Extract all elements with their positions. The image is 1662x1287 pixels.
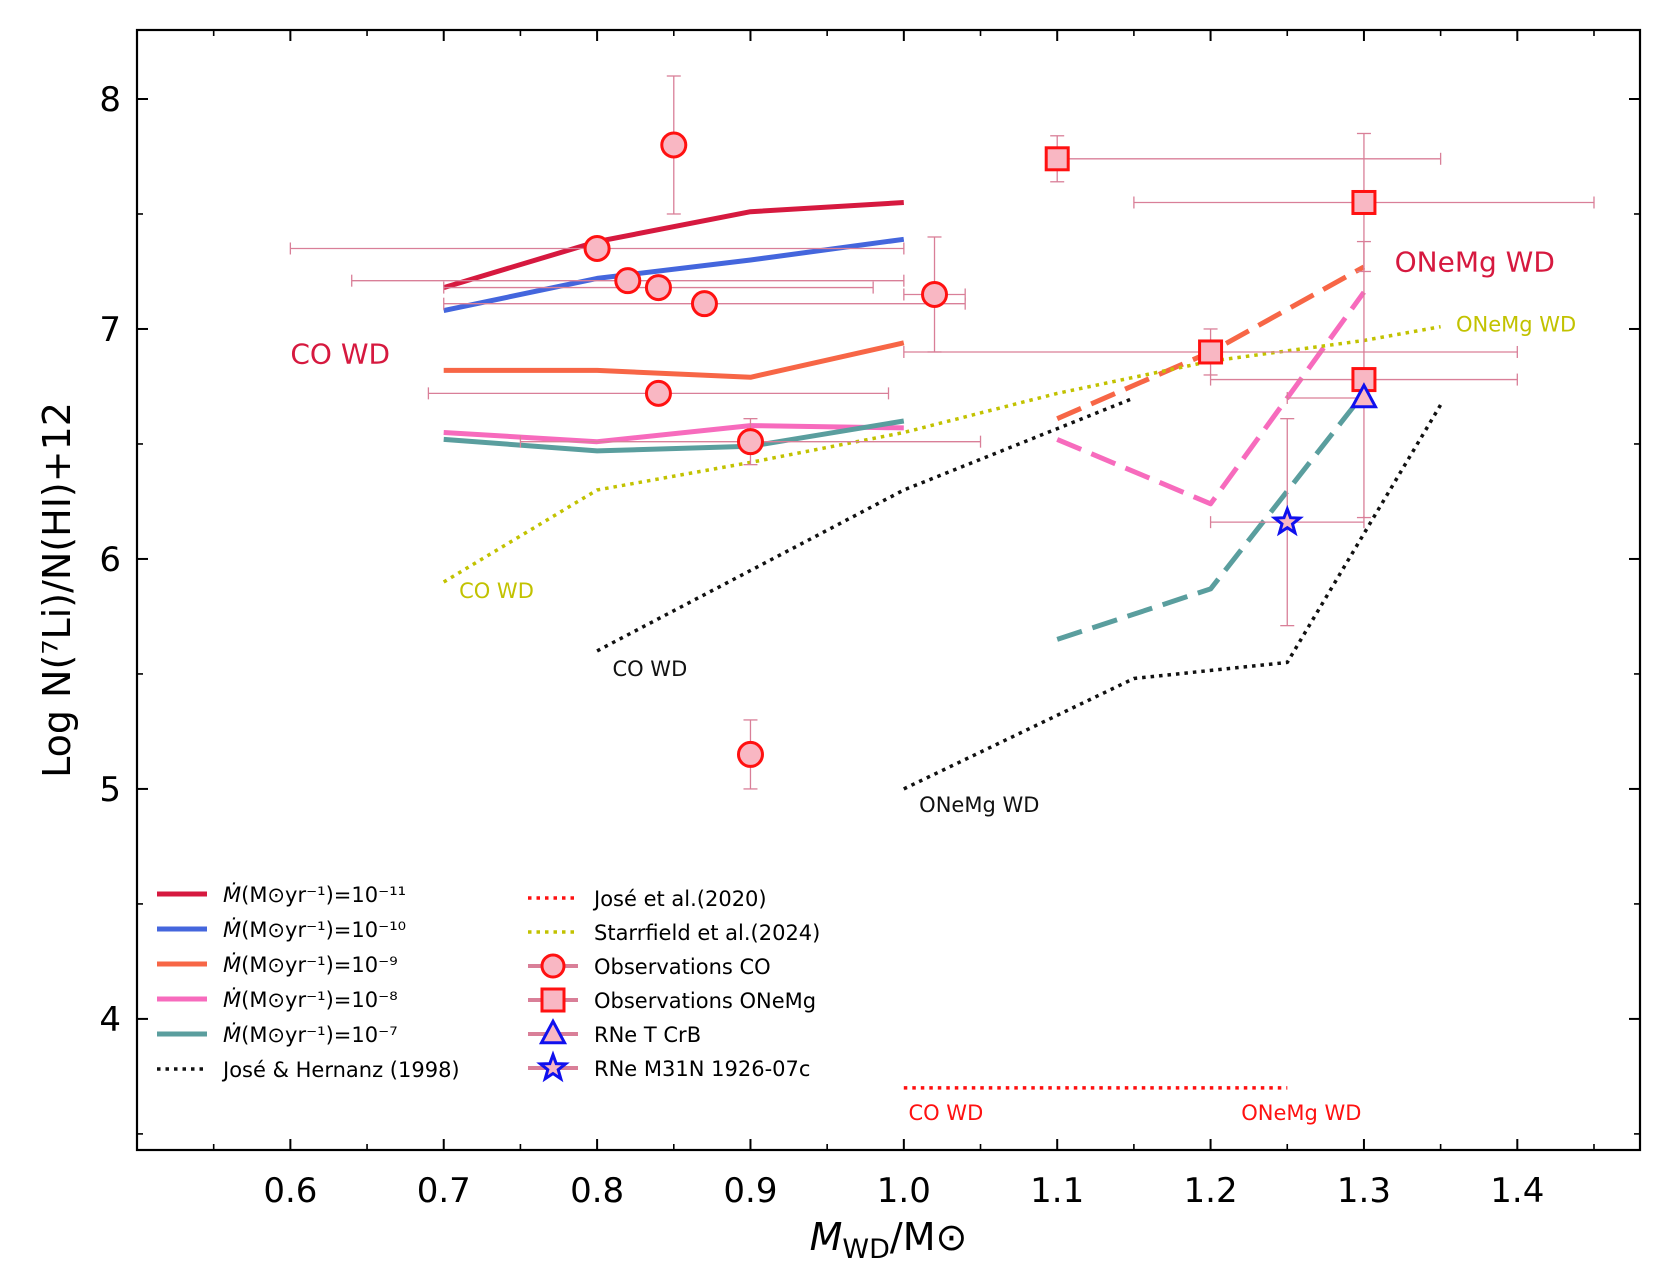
legend-label-right-5: RNe M31N 1926-07c <box>594 1057 810 1081</box>
xtick-label-1.1: 1.1 <box>1030 1171 1084 1211</box>
x-axis-label-tail: /M⊙ <box>890 1215 967 1259</box>
xtick-label-1.3: 1.3 <box>1337 1171 1391 1211</box>
observation-circle-8 <box>736 740 764 768</box>
annotation-0: CO WD <box>290 337 390 370</box>
legend-mdot-m10: Ṁ <box>223 917 241 942</box>
series-line-starrfield24 <box>442 324 1441 584</box>
legend-marker-square <box>540 987 566 1013</box>
series-line-m7_onemg <box>1056 391 1366 642</box>
observation-circle-3 <box>644 274 672 302</box>
legend-mdot-m9: Ṁ <box>223 952 241 977</box>
observation-triangle-13 <box>1349 382 1379 409</box>
annotations: CO WD ONeMg WD ONeMg WD CO WD CO WD ONeMg WD C… <box>290 245 1576 1125</box>
ytick-label-8: 8 <box>99 80 121 120</box>
observation-square-9 <box>1044 146 1070 172</box>
xtick-label-0.9: 0.9 <box>723 1171 777 1211</box>
annotation-7: ONeMg WD <box>1241 1101 1361 1125</box>
plot-frame <box>135 28 1642 1152</box>
x-axis-label-sub: WD <box>842 1234 890 1265</box>
legend-text-m10: (M⊙yr⁻¹)=10⁻¹⁰ <box>241 918 406 942</box>
legend-text-m11: (M⊙yr⁻¹)=10⁻¹¹ <box>241 883 406 907</box>
annotation-3: CO WD <box>459 579 534 603</box>
x-axis-label-main: M <box>810 1215 843 1259</box>
ytick-label-5: 5 <box>99 770 121 810</box>
legend-label-m9: Ṁ(M⊙yr⁻¹)=10⁻⁹ <box>223 952 398 977</box>
ytick-label-7: 7 <box>99 310 121 350</box>
annotation-2: ONeMg WD <box>1456 312 1576 336</box>
legend-marker-circle <box>540 953 566 979</box>
legend-label-m8: Ṁ(M⊙yr⁻¹)=10⁻⁸ <box>223 987 398 1012</box>
annotation-4: CO WD <box>612 657 687 681</box>
series-line-jose98_onemg <box>903 404 1443 791</box>
legend-mdot-m8: Ṁ <box>223 987 241 1012</box>
xtick-label-0.6: 0.6 <box>263 1171 317 1211</box>
series-line-m8_onemg <box>1056 290 1366 507</box>
x-axis-label: MWD/M⊙ <box>810 1215 968 1265</box>
legend-label-m7: Ṁ(M⊙yr⁻¹)=10⁻⁷ <box>223 1022 398 1047</box>
observation-circle-4 <box>690 290 718 318</box>
legend-marker-star <box>536 1050 570 1083</box>
observation-square-10 <box>1351 189 1377 215</box>
observation-markers <box>583 131 1379 768</box>
legend-label-jose98_co: José & Hernanz (1998) <box>221 1058 460 1082</box>
legend-label-m10: Ṁ(M⊙yr⁻¹)=10⁻¹⁰ <box>223 917 406 942</box>
observation-circle-1 <box>583 234 611 262</box>
xtick-label-1.4: 1.4 <box>1490 1171 1544 1211</box>
ytick-label-6: 6 <box>99 540 121 580</box>
observation-circle-6 <box>644 379 672 407</box>
xtick-label-0.7: 0.7 <box>417 1171 471 1211</box>
series-line-m11 <box>442 200 904 290</box>
legend-text-m8: (M⊙yr⁻¹)=10⁻⁸ <box>241 988 398 1012</box>
legend-mdot-m11: Ṁ <box>223 882 241 907</box>
ytick-label-4: 4 <box>99 1000 121 1040</box>
observation-circle-5 <box>921 280 949 308</box>
observation-square-11 <box>1198 339 1224 365</box>
xtick-label-0.8: 0.8 <box>570 1171 624 1211</box>
axis-ticks: 0.6 0.7 0.8 0.9 1.0 1.1 1.2 1.3 1.4 4 5 6 7 8 <box>99 30 1640 1211</box>
legend: Ṁ(M⊙yr⁻¹)=10⁻¹¹Ṁ(M⊙yr⁻¹)=10⁻¹⁰Ṁ(M⊙yr⁻¹)=… <box>157 882 820 1083</box>
legend-marker-triangle <box>538 1018 568 1045</box>
observation-circle-2 <box>614 267 642 295</box>
annotation-1: ONeMg WD <box>1395 245 1555 278</box>
legend-text-m9: (M⊙yr⁻¹)=10⁻⁹ <box>241 953 398 977</box>
legend-text-m7: (M⊙yr⁻¹)=10⁻⁷ <box>241 1023 398 1047</box>
series-line-m9 <box>443 340 905 380</box>
legend-label-right-2: Observations CO <box>594 955 771 979</box>
series-line-m10 <box>443 236 905 314</box>
legend-label-right-0: José et al.(2020) <box>592 887 767 911</box>
annotation-6: CO WD <box>908 1101 983 1125</box>
series-line-jose98_co <box>596 396 1135 653</box>
legend-label-right-4: RNe T CrB <box>594 1023 701 1047</box>
legend-mdot-m7: Ṁ <box>223 1022 241 1047</box>
observation-circle-7 <box>736 428 764 456</box>
legend-label-right-1: Starrfield et al.(2024) <box>594 921 820 945</box>
observation-star-14 <box>1270 504 1304 537</box>
legend-label-m11: Ṁ(M⊙yr⁻¹)=10⁻¹¹ <box>223 882 406 907</box>
xtick-label-1.2: 1.2 <box>1184 1171 1238 1211</box>
axis-labels: MWD/M⊙ Log N(⁷Li)/N(HI)+12 <box>35 402 967 1265</box>
y-axis-label: Log N(⁷Li)/N(HI)+12 <box>35 402 79 778</box>
xtick-label-1.0: 1.0 <box>877 1171 931 1211</box>
annotation-5: ONeMg WD <box>919 793 1039 817</box>
observation-circle-0 <box>660 131 688 159</box>
legend-label-right-3: Observations ONeMg <box>594 989 816 1013</box>
